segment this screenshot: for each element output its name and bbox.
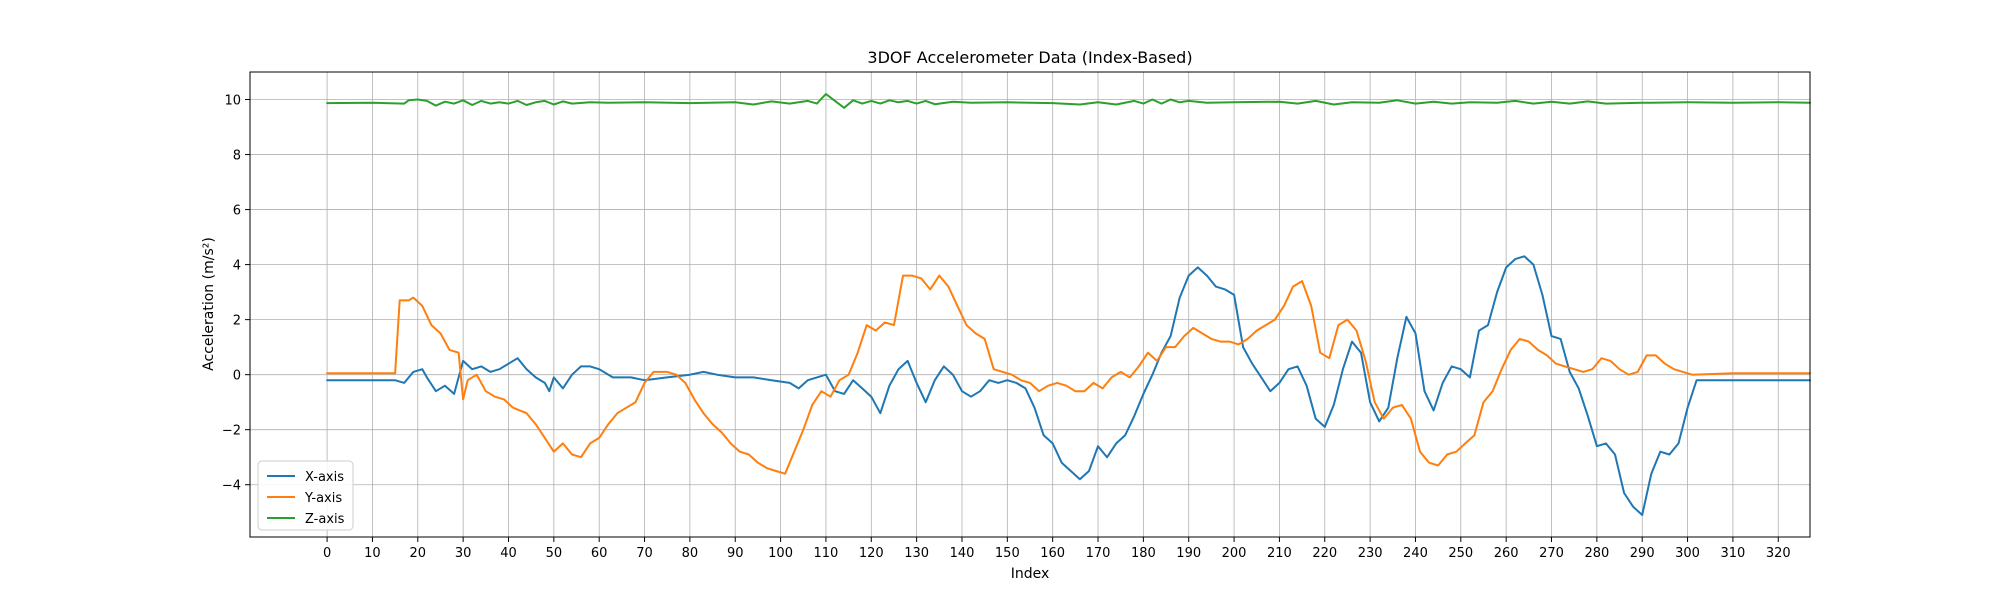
legend-entry-y: Y-axis (267, 491, 342, 506)
series-lines (326, 93, 1811, 516)
legend-entry-z: Z-axis (267, 512, 345, 527)
series-line-x (326, 255, 1811, 516)
y-tick-label: 4 (233, 259, 241, 274)
y-tick-label: 10 (224, 94, 241, 109)
legend-label-y: Y-axis (304, 491, 342, 506)
plot-frame (249, 71, 1811, 538)
x-axis-label: Index (1011, 566, 1050, 582)
x-tick-label: 140 (950, 546, 975, 561)
legend-entry-x: X-axis (267, 470, 344, 485)
x-tick-label: 200 (1222, 546, 1247, 561)
grid-lines (250, 72, 1810, 537)
x-tick-label: 130 (904, 546, 929, 561)
x-tick-label: 240 (1403, 546, 1428, 561)
x-tick-label: 260 (1494, 546, 1519, 561)
x-tick-label: 70 (636, 546, 653, 561)
x-tick-label: 100 (768, 546, 793, 561)
x-axis-ticks: 0 10 20 30 40 50 60 70 80 90 100 110 120 130 140 150 160… (323, 537, 1791, 561)
legend-box (257, 460, 354, 531)
x-tick-label: 60 (591, 546, 608, 561)
x-tick-label: 20 (410, 546, 427, 561)
x-tick-label: 320 (1766, 546, 1791, 561)
x-tick-label: 290 (1630, 546, 1655, 561)
chart-title: 3DOF Accelerometer Data (Index-Based) (867, 48, 1192, 67)
y-axis-ticks: −4 −2 0 2 4 6 8 10 (222, 94, 250, 494)
y-tick-label: 8 (233, 149, 241, 164)
y-tick-label: 6 (233, 204, 241, 219)
y-tick-label: 2 (233, 314, 241, 329)
legend-label-z: Z-axis (305, 512, 345, 527)
legend: X-axis Y-axis Z-axis (257, 460, 354, 531)
y-axis-label: Acceleration (m/s²) (201, 237, 217, 371)
series-line-z (326, 93, 1811, 109)
x-tick-label: 210 (1267, 546, 1292, 561)
x-tick-label: 250 (1448, 546, 1473, 561)
x-tick-label: 190 (1176, 546, 1201, 561)
legend-label-x: X-axis (305, 470, 344, 485)
x-tick-label: 170 (1086, 546, 1111, 561)
x-tick-label: 40 (500, 546, 517, 561)
x-tick-label: 120 (859, 546, 884, 561)
x-tick-label: 180 (1131, 546, 1156, 561)
x-tick-label: 270 (1539, 546, 1564, 561)
x-tick-label: 0 (323, 546, 331, 561)
x-tick-label: 310 (1720, 546, 1745, 561)
y-tick-label: −4 (222, 479, 241, 494)
x-tick-label: 30 (455, 546, 472, 561)
x-tick-label: 90 (727, 546, 744, 561)
x-tick-label: 160 (1040, 546, 1065, 561)
x-tick-label: 50 (546, 546, 563, 561)
x-tick-label: 110 (814, 546, 839, 561)
x-tick-label: 230 (1358, 546, 1383, 561)
x-tick-label: 220 (1312, 546, 1337, 561)
x-tick-label: 10 (364, 546, 381, 561)
x-tick-label: 280 (1584, 546, 1609, 561)
x-tick-label: 150 (995, 546, 1020, 561)
y-tick-label: −2 (222, 424, 241, 439)
x-tick-label: 80 (682, 546, 699, 561)
y-tick-label: 0 (233, 369, 241, 384)
series-line-y (326, 274, 1811, 475)
x-tick-label: 300 (1675, 546, 1700, 561)
